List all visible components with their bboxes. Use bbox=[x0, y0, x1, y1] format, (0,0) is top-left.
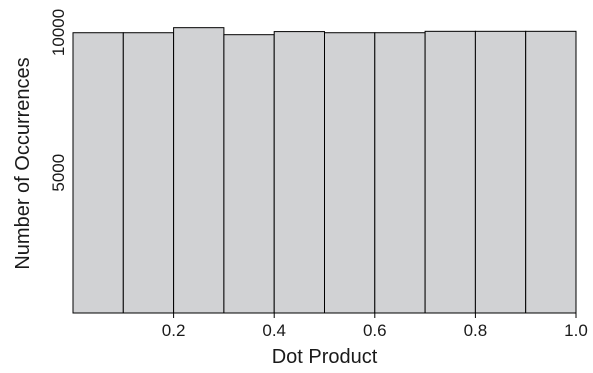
histogram-bar bbox=[374, 32, 426, 314]
histogram-bar bbox=[273, 31, 326, 314]
x-tick-label: 0.8 bbox=[464, 321, 488, 340]
histogram-bars bbox=[72, 27, 577, 314]
x-tick-label: 0.6 bbox=[363, 321, 387, 340]
x-axis-ticks: 0.2 0.4 0.6 0.8 1.0 bbox=[162, 313, 588, 340]
x-tick-label: 0.4 bbox=[262, 321, 286, 340]
histogram-bar bbox=[173, 27, 225, 314]
y-axis-ticks: 5000 10000 bbox=[49, 9, 68, 192]
x-axis-title: Dot Product bbox=[272, 346, 378, 368]
histogram-bar bbox=[525, 30, 577, 314]
histogram-bar bbox=[72, 32, 124, 314]
histogram-bar bbox=[122, 32, 175, 314]
histogram-bar bbox=[424, 30, 476, 314]
histogram-bar bbox=[474, 30, 527, 314]
histogram-bar bbox=[223, 34, 275, 314]
y-axis-title: Number of Occurrences bbox=[12, 57, 34, 269]
histogram-bar bbox=[324, 32, 376, 314]
x-tick-label: 1.0 bbox=[564, 321, 588, 340]
y-tick-label: 10000 bbox=[49, 9, 68, 56]
x-tick-label: 0.2 bbox=[162, 321, 186, 340]
y-tick-label: 5000 bbox=[49, 154, 68, 192]
